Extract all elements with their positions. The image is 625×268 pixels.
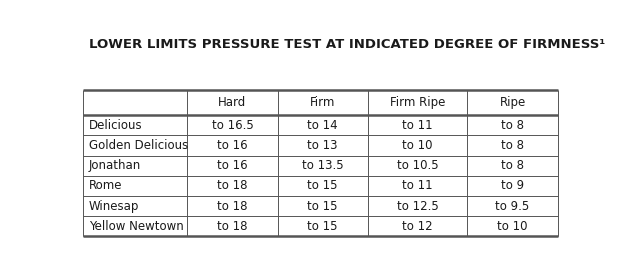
Text: to 15: to 15 <box>308 220 338 233</box>
Text: to 15: to 15 <box>308 179 338 192</box>
Text: to 8: to 8 <box>501 159 524 172</box>
Text: to 9: to 9 <box>501 179 524 192</box>
Text: to 16.5: to 16.5 <box>212 119 253 132</box>
Text: to 12: to 12 <box>402 220 433 233</box>
Text: to 18: to 18 <box>217 220 248 233</box>
Text: to 13.5: to 13.5 <box>302 159 344 172</box>
Text: to 13: to 13 <box>308 139 338 152</box>
Text: Delicious: Delicious <box>89 119 142 132</box>
Text: Ripe: Ripe <box>499 96 526 109</box>
Text: to 8: to 8 <box>501 139 524 152</box>
Text: to 10: to 10 <box>402 139 433 152</box>
Text: Golden Delicious: Golden Delicious <box>89 139 188 152</box>
Text: to 9.5: to 9.5 <box>496 200 529 213</box>
Text: Rome: Rome <box>89 179 122 192</box>
Text: to 16: to 16 <box>217 139 248 152</box>
Text: to 12.5: to 12.5 <box>397 200 439 213</box>
Text: Yellow Newtown: Yellow Newtown <box>89 220 184 233</box>
Text: to 10.5: to 10.5 <box>397 159 438 172</box>
Text: Firm Ripe: Firm Ripe <box>390 96 445 109</box>
Text: LOWER LIMITS PRESSURE TEST AT INDICATED DEGREE OF FIRMNESS¹: LOWER LIMITS PRESSURE TEST AT INDICATED … <box>89 38 605 51</box>
Text: to 11: to 11 <box>402 119 433 132</box>
Text: Firm: Firm <box>310 96 336 109</box>
Text: to 18: to 18 <box>217 179 248 192</box>
Text: Winesap: Winesap <box>89 200 139 213</box>
Text: to 18: to 18 <box>217 200 248 213</box>
Text: to 10: to 10 <box>498 220 528 233</box>
Text: Hard: Hard <box>218 96 247 109</box>
Text: to 11: to 11 <box>402 179 433 192</box>
Text: to 8: to 8 <box>501 119 524 132</box>
Text: Jonathan: Jonathan <box>89 159 141 172</box>
Text: to 14: to 14 <box>308 119 338 132</box>
Text: to 16: to 16 <box>217 159 248 172</box>
Text: to 15: to 15 <box>308 200 338 213</box>
